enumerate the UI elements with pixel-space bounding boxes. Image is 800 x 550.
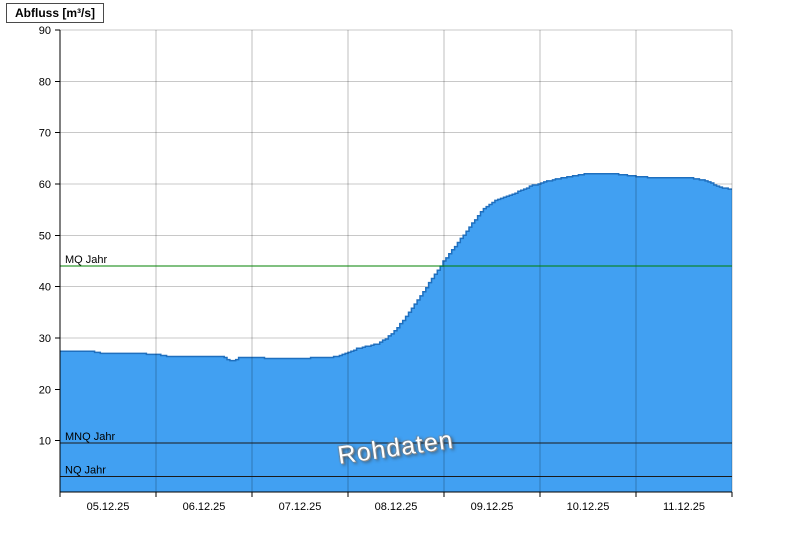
y-tick-label: 20	[39, 384, 51, 396]
y-tick-label: 80	[39, 76, 51, 88]
discharge-area	[60, 172, 732, 492]
chart-title-text: Abfluss [m³/s]	[15, 6, 96, 20]
x-tick-label: 08.12.25	[375, 501, 418, 513]
x-tick-label: 05.12.25	[87, 501, 130, 513]
y-tick-label: 30	[39, 333, 51, 345]
reference-lines: MQ Jahr MNQ Jahr NQ Jahr	[60, 254, 732, 478]
y-tick-label: 90	[39, 25, 51, 37]
discharge-line	[60, 172, 732, 362]
y-tick-label: 50	[39, 230, 51, 242]
reference-label: NQ Jahr	[65, 465, 106, 477]
axes	[59, 30, 732, 493]
y-tick-label: 70	[39, 128, 51, 140]
reference-label: MNQ Jahr	[65, 431, 115, 443]
x-tick-label: 10.12.25	[567, 501, 610, 513]
y-tick-label: 60	[39, 179, 51, 191]
x-tick-label: 07.12.25	[279, 501, 322, 513]
y-tick-label: 40	[39, 282, 51, 294]
vertical-gridlines	[155, 30, 733, 492]
axis-labels: 10 20 30 40 50 60 70 80 90 05.12.25 06.12.25 07.12.…	[39, 25, 733, 513]
chart-title: Abfluss [m³/s]	[6, 3, 105, 23]
x-tick-label: 11.12.25	[663, 501, 705, 513]
y-tick-label: 10	[39, 436, 51, 448]
discharge-area-fill	[60, 173, 732, 492]
reference-label: MQ Jahr	[65, 254, 108, 266]
x-tick-label: 06.12.25	[183, 501, 226, 513]
x-tick-label: 09.12.25	[471, 501, 514, 513]
